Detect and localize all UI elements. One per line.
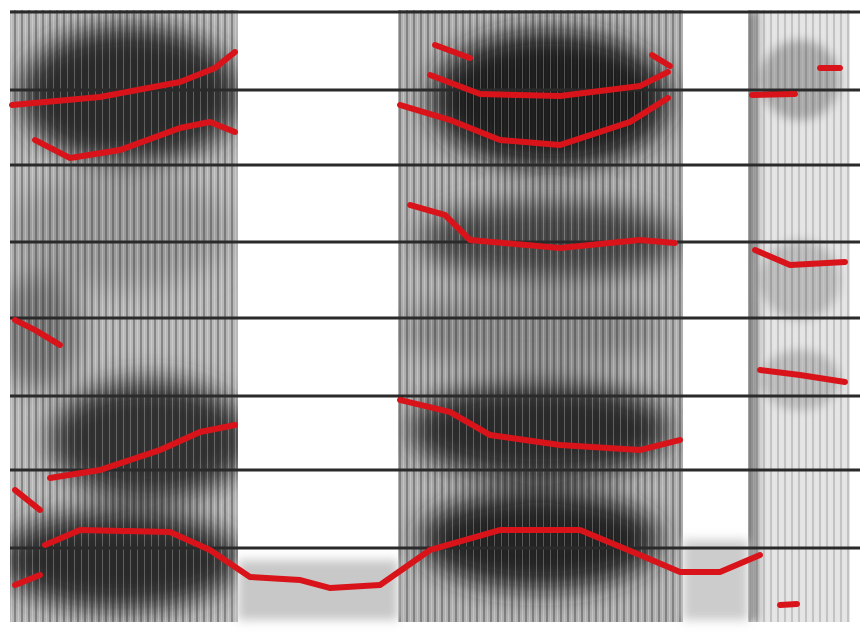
track (432, 42, 473, 61)
track (777, 601, 800, 608)
track (32, 119, 238, 161)
voiced-segment-1 (10, 10, 238, 622)
formant-tracks (9, 42, 848, 608)
voiced-segment-2 (398, 10, 683, 622)
voiced-segment-3 (748, 10, 850, 622)
track (47, 422, 238, 481)
track (12, 317, 63, 348)
track (12, 487, 43, 513)
low-energy (238, 540, 748, 620)
track (749, 91, 798, 98)
track (9, 49, 238, 108)
track (752, 247, 848, 268)
track (12, 572, 43, 588)
track (757, 367, 848, 385)
track (397, 95, 671, 148)
track (427, 69, 671, 99)
track (407, 202, 678, 251)
track (397, 397, 683, 453)
track (42, 527, 763, 591)
track (649, 52, 673, 69)
